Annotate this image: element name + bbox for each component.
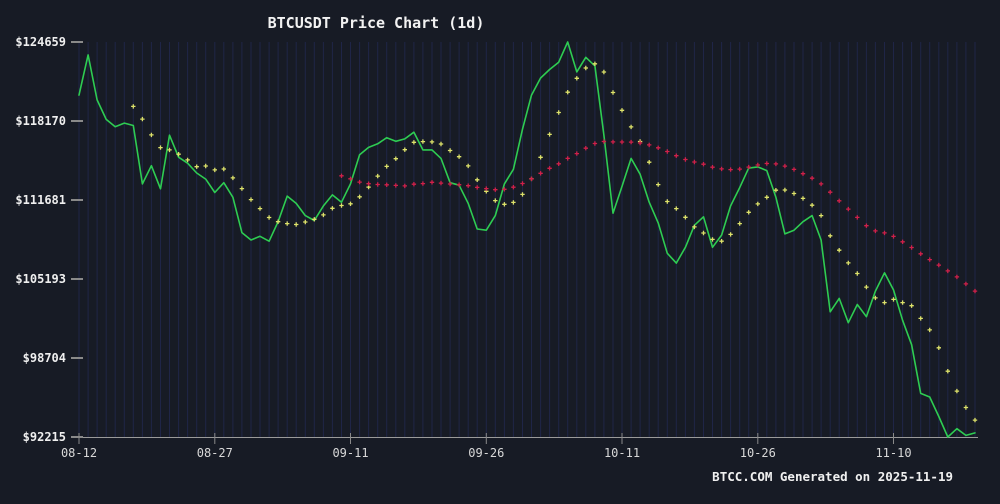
price-line-series: [78, 41, 976, 438]
ma-short-dots: [131, 61, 978, 423]
x-tick-label: 10-26: [740, 446, 776, 460]
x-axis-ticks: [78, 433, 894, 444]
footer-generated-text: BTCC.COM Generated on 2025-11-19: [712, 469, 953, 484]
y-tick-label: $124659: [15, 35, 66, 49]
x-tick-label: 08-12: [61, 446, 97, 460]
x-tick-label: 11-10: [875, 446, 911, 460]
y-tick-label: $111681: [15, 193, 66, 207]
daily-gridlines: [78, 42, 976, 437]
y-axis-ticks: [71, 41, 83, 438]
y-tick-label: $92215: [23, 430, 66, 444]
x-tick-label: 09-26: [468, 446, 504, 460]
ma-short-dot-series: [131, 61, 978, 423]
y-tick-label: $105193: [15, 272, 66, 286]
x-axis-tick-labels: 08-12 08-27 09-11 09-26 10-11 10-26 11-10: [61, 446, 912, 460]
y-axis-tick-labels: $124659 $118170 $111681 $105193 $98704 $92215: [15, 35, 66, 444]
x-tick-label: 10-11: [604, 446, 640, 460]
y-tick-label: $98704: [23, 351, 66, 365]
price-line: [78, 41, 976, 438]
ma-long-dot-series: [339, 139, 978, 294]
x-tick-label: 08-27: [197, 446, 233, 460]
x-tick-label: 09-11: [332, 446, 368, 460]
y-tick-label: $118170: [15, 114, 66, 128]
chart-title: BTCUSDT Price Chart (1d): [268, 14, 485, 32]
ma-long-dots: [339, 139, 978, 294]
